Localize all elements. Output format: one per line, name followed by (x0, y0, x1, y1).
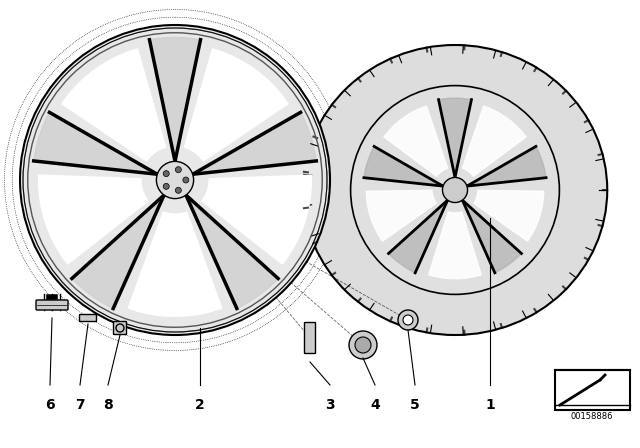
Polygon shape (384, 106, 447, 176)
Circle shape (355, 337, 371, 353)
Circle shape (183, 177, 189, 183)
Polygon shape (364, 146, 443, 186)
Text: 4: 4 (370, 398, 380, 412)
Polygon shape (463, 106, 526, 176)
Circle shape (349, 331, 377, 359)
Circle shape (351, 86, 559, 294)
FancyBboxPatch shape (79, 314, 97, 322)
Circle shape (442, 177, 468, 202)
Polygon shape (438, 98, 472, 177)
Polygon shape (186, 195, 278, 309)
Polygon shape (467, 146, 546, 186)
Polygon shape (429, 212, 481, 279)
Circle shape (398, 310, 418, 330)
Circle shape (403, 315, 413, 325)
Polygon shape (366, 190, 436, 241)
Polygon shape (202, 175, 311, 264)
Text: 3: 3 (325, 398, 335, 412)
Polygon shape (388, 200, 447, 273)
Polygon shape (474, 190, 544, 241)
Text: 1: 1 (485, 398, 495, 412)
Text: 8: 8 (103, 398, 113, 412)
FancyBboxPatch shape (113, 322, 127, 335)
Polygon shape (38, 175, 148, 264)
Circle shape (4, 9, 346, 350)
FancyBboxPatch shape (305, 323, 316, 353)
Polygon shape (34, 112, 157, 174)
Text: 2: 2 (195, 398, 205, 412)
Polygon shape (193, 112, 316, 174)
Text: 5: 5 (410, 398, 420, 412)
Polygon shape (184, 49, 288, 161)
Circle shape (175, 187, 181, 194)
Polygon shape (62, 49, 166, 161)
Text: 00158886: 00158886 (571, 412, 613, 421)
Text: 6: 6 (45, 398, 55, 412)
Text: 7: 7 (75, 398, 85, 412)
Polygon shape (72, 195, 164, 309)
Circle shape (163, 183, 169, 190)
FancyBboxPatch shape (36, 300, 68, 310)
Circle shape (163, 171, 169, 177)
Circle shape (156, 161, 193, 198)
Circle shape (20, 25, 330, 335)
Circle shape (175, 167, 181, 172)
FancyBboxPatch shape (555, 370, 630, 410)
Polygon shape (150, 38, 200, 161)
Ellipse shape (303, 45, 607, 335)
Polygon shape (462, 200, 522, 273)
Polygon shape (128, 212, 222, 316)
